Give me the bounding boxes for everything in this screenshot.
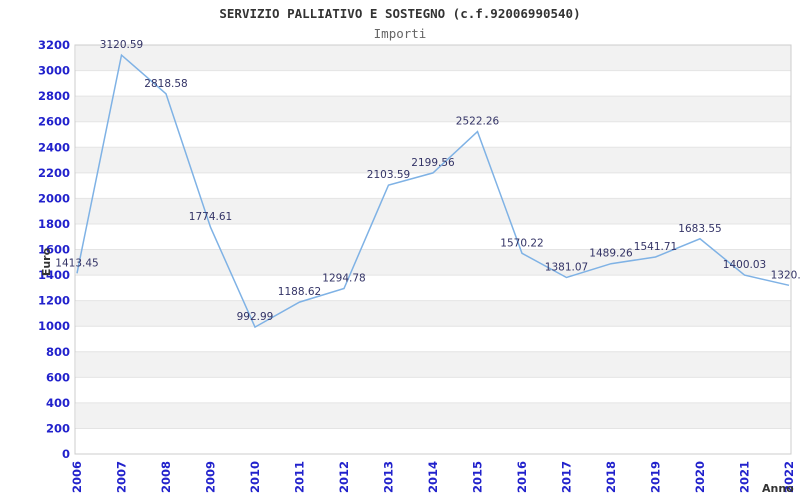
x-axis-tick-label: 2010	[248, 461, 262, 493]
point-label: 1320.1	[771, 269, 800, 281]
point-label: 1541.71	[634, 241, 677, 253]
point-label: 3120.59	[100, 39, 143, 51]
plot-band	[76, 45, 791, 71]
x-axis-tick-label: 2008	[159, 461, 173, 493]
x-axis-tick-label: 2007	[115, 461, 129, 493]
y-axis-tick-label: 800	[46, 345, 70, 359]
point-label: 2199.56	[411, 157, 455, 169]
y-axis-tick-label: 1000	[38, 319, 70, 333]
y-axis-tick-label: 1200	[38, 294, 70, 308]
y-axis-tick-label: 400	[46, 396, 70, 410]
chart-title: SERVIZIO PALLIATIVO E SOSTEGNO (c.f.9200…	[219, 6, 581, 21]
x-axis-tick-label: 2016	[515, 461, 529, 493]
y-axis-tick-label: 3200	[38, 38, 70, 52]
x-axis-tick-label: 2017	[560, 461, 574, 493]
x-axis-tick-label: 2012	[337, 461, 351, 493]
point-label: 2818.58	[144, 78, 187, 90]
x-axis-tick-label: 2020	[693, 461, 707, 493]
y-axis-tick-label: 0	[62, 447, 70, 461]
y-axis-tick-label: 1800	[38, 217, 70, 231]
y-axis-title: Euro	[40, 247, 53, 276]
plot-border	[74, 44, 792, 455]
y-axis-tick-label: 2200	[38, 166, 70, 180]
x-axis-tick-label: 2009	[204, 461, 218, 493]
x-axis-tick-label: 2022	[782, 461, 796, 493]
y-axis-tick-label: 2400	[38, 140, 70, 154]
x-axis-title: Anno	[762, 482, 794, 495]
point-label: 1413.45	[55, 257, 98, 269]
plot-band	[76, 249, 791, 276]
y-axis-tick-label: 1600	[38, 243, 70, 257]
series-line	[76, 53, 790, 329]
plot-band	[76, 198, 791, 224]
point-label: 1294.78	[322, 273, 365, 285]
plot-band	[76, 351, 791, 378]
y-axis-tick-label: 3000	[38, 64, 70, 78]
y-axis-tick-label: 2600	[38, 115, 70, 129]
x-axis-tick-label: 2018	[604, 461, 618, 493]
x-axis-tick-label: 2006	[70, 461, 84, 493]
point-label: 1188.62	[278, 286, 321, 298]
point-label: 1683.55	[678, 223, 721, 235]
y-axis-tick-label: 2000	[38, 191, 70, 205]
point-label: 1489.26	[589, 248, 633, 260]
x-axis-tick-label: 2013	[382, 461, 396, 493]
point-label: 992.99	[237, 311, 274, 323]
plot-band	[76, 300, 791, 327]
x-axis-tick-label: 2019	[649, 461, 663, 493]
y-axis-tick-label: 600	[46, 370, 70, 384]
point-label: 1570.22	[500, 237, 543, 249]
point-label: 2522.26	[456, 116, 500, 128]
point-label: 1774.61	[189, 211, 232, 223]
x-axis-tick-label: 2015	[471, 461, 485, 493]
plot-band	[76, 96, 791, 122]
point-label: 2103.59	[367, 169, 410, 181]
x-axis-tick-label: 2014	[426, 461, 440, 493]
plot-band	[76, 147, 791, 173]
y-axis-tick-label: 2800	[38, 89, 70, 103]
x-axis-tick-label: 2011	[293, 461, 307, 493]
plot-band	[76, 402, 791, 429]
y-axis-tick-label: 1400	[38, 268, 70, 282]
point-label: 1381.07	[545, 261, 588, 273]
y-axis-tick-label: 200	[46, 421, 70, 435]
point-label: 1400.03	[723, 259, 766, 271]
chart-subtitle: Importi	[373, 26, 427, 41]
x-axis-tick-label: 2021	[738, 461, 752, 493]
